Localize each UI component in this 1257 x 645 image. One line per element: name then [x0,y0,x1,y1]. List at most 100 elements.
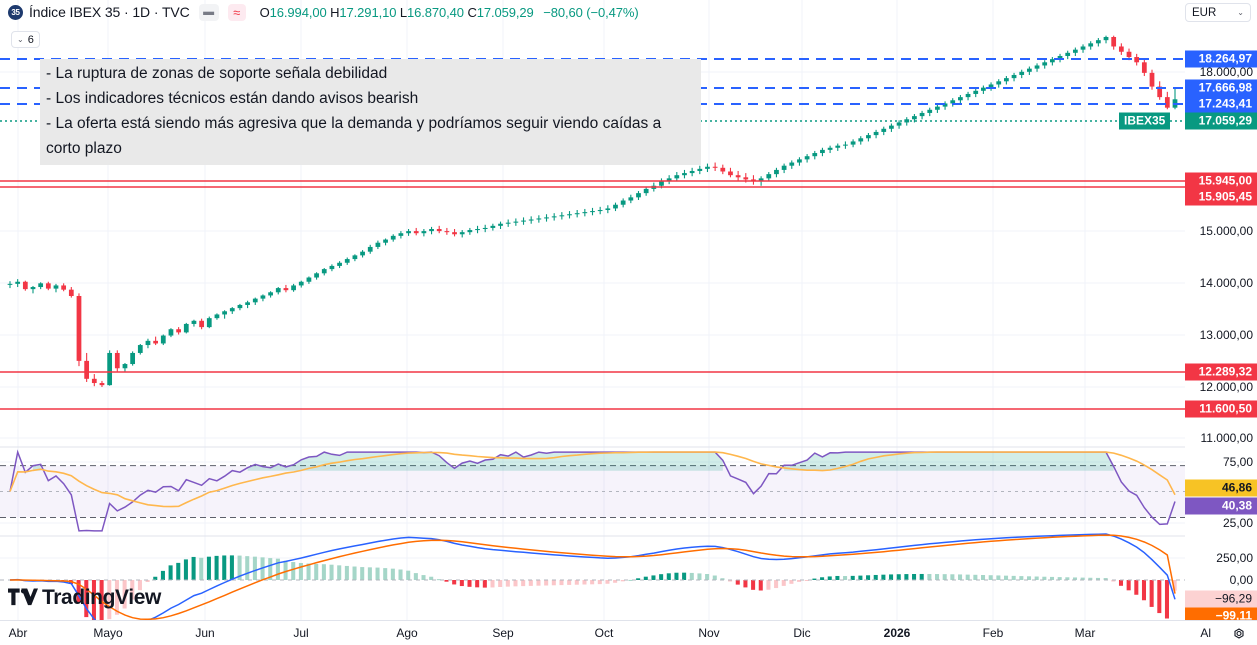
candle-body [682,173,687,176]
candle-body [513,221,519,223]
indicator-icon[interactable]: ≈ [227,3,246,21]
candle-body [843,144,848,146]
macd-histogram-bar [367,567,372,580]
ohlc-close-label: C [467,4,477,20]
candle-body [942,103,948,107]
price-axis-tag[interactable]: −96,29 [1185,590,1257,608]
macd-histogram-bar [628,579,633,581]
macd-histogram-bar [222,555,227,580]
candlestick-series[interactable] [0,0,1185,620]
macd-histogram-bar [229,555,234,580]
macd-histogram-bar [651,575,656,580]
time-axis[interactable]: Al Abr Mayo Jun Jul Ago Sep Oct Nov Dic 2026 Feb Ma… [0,620,1257,645]
candle-body [15,281,21,284]
price-lines-layer [0,58,1185,410]
macd-histogram-bar [743,580,748,588]
macd-histogram-bar [804,580,809,581]
macd-histogram-bar [183,559,188,580]
macd-histogram-bar [245,556,250,580]
candle-body [666,178,672,182]
candle-body [981,87,986,91]
macd-histogram-bar [1065,577,1070,580]
macd-histogram-bar [283,560,288,580]
chart-plot-area[interactable]: - La ruptura de zonas de soporte señala … [0,0,1185,620]
rsi-ma-line [9,451,1176,508]
macd-histogram-bar [76,580,81,603]
candle-body [758,178,764,182]
macd-histogram-bar [766,580,771,590]
candle-body [375,242,381,247]
price-axis-tag[interactable]: 18.264,97 [1185,50,1257,68]
macd-histogram-bar [758,580,763,591]
price-axis[interactable]: 18.000,00 15.000,00 14.000,00 13.000,00 12.0… [1185,0,1257,625]
gear-icon[interactable] [1231,625,1247,641]
macd-histogram-bar [321,564,326,580]
chart-note-annotation[interactable]: - La ruptura de zonas de soporte señala … [40,59,701,165]
note-line-2: - Los indicadores técnicos están dando a… [46,90,419,107]
price-axis-tag[interactable]: 40,38 [1185,497,1257,515]
time-axis-tick: Nov [698,626,720,640]
candle-body [406,231,411,234]
rsi-indicator-pane[interactable] [0,0,1185,620]
legend-collapse-button[interactable]: ⌄ 6 [11,31,40,48]
macd-histogram-bar [981,575,986,580]
macd-histogram-bar [781,580,786,586]
candle-body [222,311,227,315]
price-axis-tag[interactable]: 17.059,29 [1185,112,1257,130]
time-axis-tick: Abr [8,626,28,640]
time-axis-tick: Dic [793,626,811,640]
macd-histogram-bar [275,558,280,580]
price-axis-tag[interactable]: 17.666,98 [1185,79,1257,97]
price-axis-tag[interactable]: 15.945,00 [1185,172,1257,190]
macd-histogram-bar [904,574,909,580]
price-axis-tag[interactable]: 17.243,41 [1185,95,1257,113]
candle-body [306,277,312,282]
macd-histogram-bar [1042,576,1047,580]
macd-histogram-bar [582,580,587,585]
candle-body [475,229,480,231]
price-axis-tag[interactable]: 11.600,50 [1185,400,1257,418]
candle-body [114,352,120,369]
price-axis-tag[interactable]: 46,86 [1185,479,1257,497]
candle-body [774,169,779,175]
macd-histogram-bar [429,576,434,580]
time-axis-tick: Jul [293,626,309,640]
macd-histogram-bar [176,562,181,580]
price-axis-tag[interactable]: 12.289,32 [1185,363,1257,381]
chart-type-icon[interactable]: ▬ [198,3,219,21]
macd-histogram-bar [153,576,158,580]
candle-body [1065,52,1071,56]
candle-body [889,125,894,129]
candle-body [76,295,82,361]
macd-histogram-bar [306,563,311,580]
candle-body [498,223,503,226]
macd-histogram-bar [889,574,894,580]
candle-body [1126,51,1132,58]
candle-body [68,289,74,296]
macd-histogram-bar [536,580,541,586]
time-axis-tick: Jun [195,626,215,640]
macd-histogram-bar [1164,580,1169,619]
rsi-overbought-fill [247,452,723,471]
macd-histogram-bar [620,580,625,582]
candle-body [1095,40,1101,44]
candle-body [605,208,611,211]
price-axis-tag[interactable]: 15.905,45 [1185,188,1257,206]
macd-signal-line [9,534,1176,620]
candle-body [528,219,534,221]
macd-histogram-bar [973,574,978,580]
macd-indicator-pane[interactable] [0,0,1185,620]
candle-body [283,288,289,291]
macd-histogram-bar [467,580,472,587]
macd-histogram-bar [398,569,403,580]
candle-body [674,175,680,179]
series-price-badge[interactable]: IBEX35 [1119,112,1171,130]
candle-body [137,345,143,353]
macd-histogram-bar [383,568,388,580]
symbol-title[interactable]: Índice IBEX 35 · 1D · TVC [29,4,190,20]
candle-body [314,273,319,278]
candle-body [1034,65,1040,69]
currency-selector[interactable]: EUR ⌄ [1185,3,1251,22]
candle-body [398,233,404,236]
macd-histogram-bar [1088,577,1093,580]
